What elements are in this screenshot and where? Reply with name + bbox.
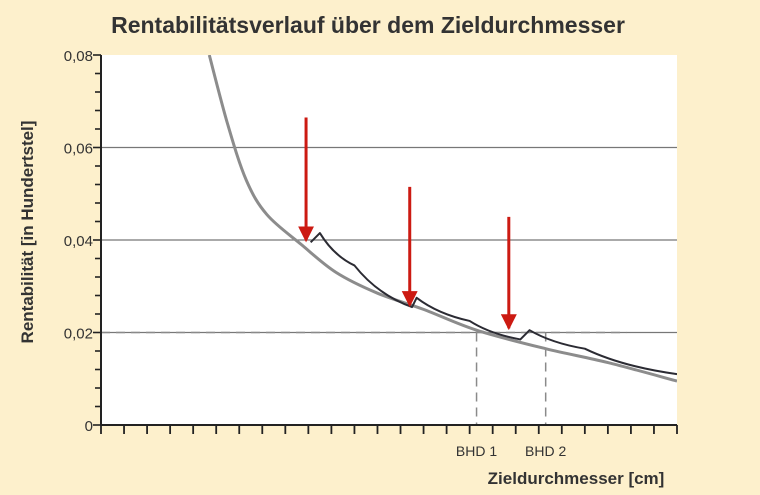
y-tick-label: 0,02: [64, 326, 93, 343]
y-tick-label: 0,04: [64, 233, 93, 250]
series-line: [207, 55, 677, 383]
marker-label: BHD 1: [456, 443, 497, 459]
marker-label: BHD 2: [525, 443, 566, 459]
y-tick-label: 0: [85, 418, 93, 435]
y-axis-label: Rentabilität [in Hundertstel]: [18, 121, 37, 344]
chart-title: Rentabilitätsverlauf über dem Zieldurchm…: [111, 12, 625, 38]
y-tick-label: 0,06: [64, 141, 93, 158]
x-axis-label: Zieldurchmesser [cm]: [488, 469, 665, 488]
y-tick-label: 0,08: [64, 48, 93, 65]
series-line: [309, 232, 677, 376]
